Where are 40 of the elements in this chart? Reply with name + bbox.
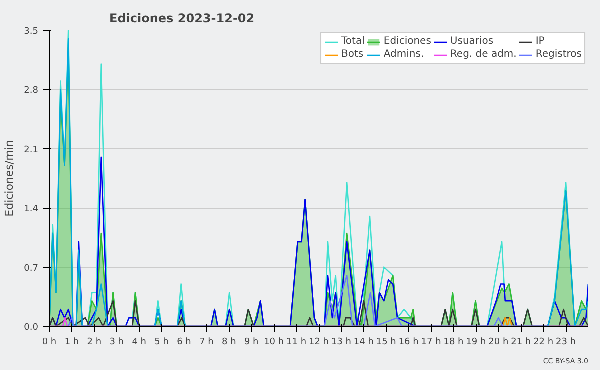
x-tick-label: 9 h	[244, 338, 259, 348]
y-tick-label: 2.8	[24, 86, 39, 96]
y-tick-label: 0.7	[24, 264, 39, 274]
x-tick-label: 11 h	[286, 338, 307, 348]
x-tick-label: 8 h	[222, 338, 236, 348]
x-tick-label: 18 h	[444, 338, 464, 348]
legend-label: Ediciones	[384, 36, 432, 47]
y-tick-label: 0.0	[24, 323, 39, 333]
x-tick-label: 0 h	[42, 338, 57, 348]
x-tick-label: 12 h	[308, 338, 330, 348]
x-tick-label: 5 h	[154, 338, 169, 348]
x-tick-label: 3 h	[110, 338, 124, 348]
legend-label: Admins.	[384, 49, 424, 60]
legend-label: Usuarios	[450, 36, 494, 47]
x-tick-label: 22 h	[534, 338, 554, 348]
x-tick-label: 14 h	[354, 338, 374, 348]
x-tick-label: 23 h	[556, 338, 576, 348]
legend-label: Bots	[342, 49, 364, 60]
y-tick-label: 1.4	[24, 204, 39, 215]
x-tick-label: 10 h	[264, 338, 284, 348]
x-tick-label: 19 h	[466, 338, 486, 348]
legend-label: Reg. de adm.	[450, 49, 517, 60]
x-tick-label: 6 h	[177, 338, 192, 348]
chart-title: Ediciones 2023-12-02	[110, 12, 255, 26]
x-tick-label: 16 h	[398, 338, 419, 348]
x-tick-label: 20 h	[488, 338, 509, 348]
x-tick-label: 17 h	[421, 338, 442, 348]
x-tick-label: 15 h	[376, 338, 396, 348]
x-tick-label: 4 h	[132, 338, 146, 348]
y-axis-title: Ediciones/min	[3, 140, 16, 217]
x-tick-label: 1 h	[64, 338, 80, 348]
legend-label: Total	[342, 36, 365, 47]
legend-label: Registros	[536, 49, 582, 60]
x-tick-label: 7 h	[200, 338, 214, 348]
y-tick-label: 2.1	[24, 145, 39, 156]
y-tick-label: 3.5	[24, 27, 39, 37]
x-tick-label: 13 h	[331, 338, 352, 348]
legend-label: IP	[536, 36, 546, 47]
x-tick-label: 21 h	[511, 338, 532, 348]
x-tick-label: 2 h	[87, 338, 102, 348]
